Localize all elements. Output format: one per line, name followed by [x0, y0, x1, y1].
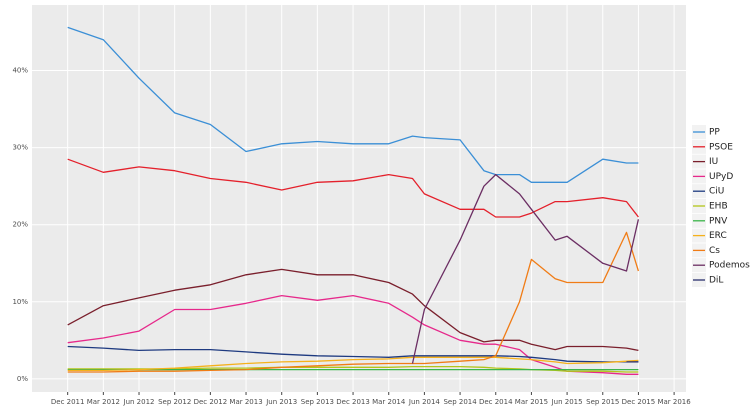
y-tick-label: 20% [12, 221, 28, 229]
legend-label: CiU [709, 187, 724, 197]
x-tick-label: Jun 2014 [408, 398, 441, 406]
x-tick-label: Dec 2014 [479, 398, 513, 406]
x-tick-label: Sep 2012 [158, 398, 191, 406]
series-line [67, 365, 639, 373]
x-tick-label: Dec 2012 [194, 398, 228, 406]
x-tick-label: Mar 2013 [229, 398, 262, 406]
x-tick-label: Sep 2015 [586, 398, 619, 406]
series-line [67, 268, 639, 352]
legend-label: PP [709, 128, 720, 138]
x-tick-label: Jun 2013 [265, 398, 297, 406]
x-tick-label: Dec 2015 [622, 398, 656, 406]
plot-background [32, 5, 686, 392]
legend: PP PSOE IU UPyD CiU EHB PNV ERC Cs Podemos DiL [692, 125, 750, 287]
legend-label: DiL [709, 276, 723, 286]
series-line [67, 356, 639, 372]
series-line [411, 173, 640, 364]
legend-label: IU [709, 157, 718, 167]
y-tick-label: 40% [12, 67, 28, 75]
legend-label: PNV [709, 216, 728, 226]
x-tick-label: Dec 2013 [336, 398, 370, 406]
x-tick-label: Jun 2012 [123, 398, 155, 406]
x-tick-label: Sep 2013 [301, 398, 334, 406]
series-line [67, 158, 639, 218]
y-tick-label: 10% [12, 298, 28, 306]
x-tick-label: Dec 2011 [51, 398, 85, 406]
x-tick-label: Sep 2014 [443, 398, 477, 406]
legend-label: Cs [709, 246, 720, 256]
x-tick-label: Mar 2016 [657, 398, 691, 406]
x-tick-label: Mar 2014 [372, 398, 406, 406]
x-tick-label: Mar 2012 [87, 398, 120, 406]
legend-label: EHB [709, 202, 728, 212]
y-tick-label: 30% [12, 144, 28, 152]
legend-label: PSOE [709, 142, 733, 152]
series-line [67, 345, 639, 363]
legend-label: UPyD [709, 172, 733, 182]
series-line [67, 231, 640, 373]
x-tick-label: Mar 2015 [515, 398, 548, 406]
x-tick-label: Jun 2015 [551, 398, 583, 406]
y-tick-label: 0% [17, 375, 28, 383]
legend-label: Podemos [709, 261, 750, 271]
series-line [67, 26, 639, 183]
legend-label: ERC [709, 231, 727, 241]
